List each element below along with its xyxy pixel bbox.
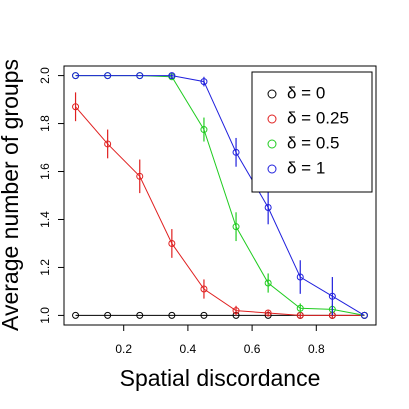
point [296,273,304,281]
point [264,203,272,211]
series-line [75,75,365,316]
point [104,311,112,319]
point [104,72,112,80]
point [328,292,336,300]
point [72,311,80,319]
point [200,285,208,293]
legend-label: δ = 1 [287,158,325,177]
point [200,311,208,319]
x-tick-label: 0.4 [180,342,197,356]
point [136,311,144,319]
legend-label: δ = 0.25 [287,108,349,127]
x-tick-label: 0.2 [115,342,132,356]
legend-marker [267,164,277,174]
point [104,140,112,148]
y-tick-label: 1.8 [38,115,52,132]
point [136,172,144,180]
point [296,304,304,312]
x-axis-title: Spatial discordance [120,365,321,391]
point [200,126,208,134]
point [232,307,240,315]
y-axis-title: Average number of groups [0,59,23,331]
legend-label: δ = 0.5 [287,133,339,152]
point [360,311,368,319]
y-tick-label: 2.0 [38,67,52,84]
y-tick-label: 1.4 [38,211,52,228]
point [72,72,80,80]
legend-box [251,71,373,193]
legend-marker [267,114,277,124]
point [168,311,176,319]
point [136,72,144,80]
x-tick-label: 0.8 [308,342,325,356]
point [72,103,80,111]
point [232,148,240,156]
y-tick-label: 1.6 [38,163,52,180]
point [264,309,272,317]
legend-marker [267,139,277,149]
point [200,78,208,86]
point [264,279,272,287]
legend-label: δ = 0 [287,83,325,102]
y-tick-label: 1.2 [38,259,52,276]
series-line [75,106,365,316]
point [168,239,176,247]
y-tick-label: 1.0 [38,307,52,324]
point [232,223,240,231]
x-tick-label: 0.6 [244,342,261,356]
plot-frame [63,65,377,326]
point [168,72,176,80]
legend-marker [267,89,277,99]
